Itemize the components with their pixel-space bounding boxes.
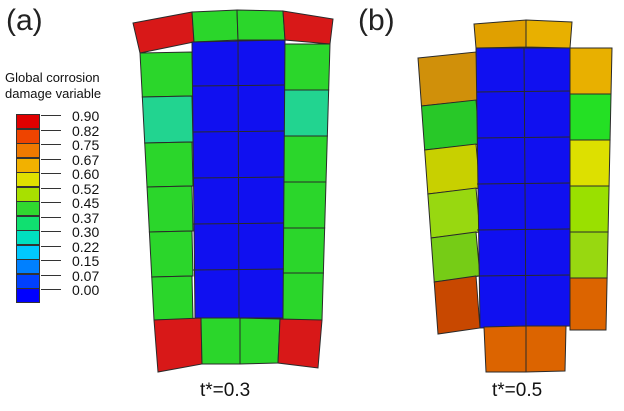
element-right — [569, 139, 611, 187]
element-left — [427, 187, 481, 239]
element-top — [473, 19, 527, 49]
legend-level-label: 0.15 — [72, 253, 100, 269]
element-right — [282, 272, 324, 321]
element-corner — [153, 317, 203, 373]
mesh-line — [476, 182, 571, 185]
legend-tick — [41, 202, 61, 203]
element-core — [475, 47, 571, 329]
element-left — [430, 231, 481, 283]
legend-level-label: 0.30 — [72, 224, 100, 240]
legend-tick — [41, 187, 61, 189]
element-top — [236, 9, 286, 41]
legend-tick — [41, 245, 61, 247]
legend-level-label: 0.37 — [72, 209, 100, 226]
legend-tick — [41, 289, 61, 290]
element-bottom — [200, 317, 241, 365]
legend-level-label: 0.00 — [72, 282, 100, 298]
legend-tick — [41, 115, 61, 116]
panel-a-label: (a) — [6, 4, 43, 37]
element-right — [569, 47, 613, 95]
element-corner — [277, 318, 323, 369]
legend-level-label: 0.45 — [72, 195, 100, 211]
legend-tick — [41, 274, 61, 276]
element-left — [144, 141, 194, 188]
legend-level-label: 0.90 — [72, 108, 100, 124]
legend-title-line1: Global corrosion — [5, 70, 100, 85]
element-bottom — [239, 317, 281, 365]
caption-a: t*=0.3 — [200, 380, 251, 401]
legend-level-label: 0.22 — [72, 238, 100, 255]
element-bottom — [483, 325, 527, 373]
legend-swatch — [16, 288, 40, 303]
legend-level-label: 0.60 — [72, 166, 100, 182]
mesh-b — [417, 19, 613, 373]
element-right — [569, 93, 612, 141]
legend-tick — [41, 129, 61, 131]
element-left — [146, 185, 194, 233]
element-right — [569, 277, 608, 331]
panel-b-label: (b) — [358, 4, 395, 37]
element-right — [282, 89, 330, 137]
element-left — [148, 230, 194, 278]
element-top — [191, 9, 239, 43]
mesh-line — [476, 274, 571, 277]
element-left — [139, 51, 194, 98]
element-bottom — [525, 325, 567, 373]
element-corner — [132, 11, 195, 54]
element-left — [417, 51, 481, 107]
element-right — [569, 185, 610, 233]
color-legend: 0.90 0.82 0.75 0.67 0.60 0.52 0.45 0.37 0.30 0.22… — [16, 109, 126, 304]
legend-tick — [41, 144, 61, 145]
element-left — [424, 143, 481, 195]
mesh-a — [132, 9, 334, 373]
legend-level-label: 0.67 — [72, 151, 100, 168]
element-left — [141, 95, 194, 144]
element-corner — [282, 10, 334, 45]
legend-level-label: 0.82 — [72, 122, 100, 139]
legend-tick — [41, 158, 61, 160]
mesh-line — [476, 90, 571, 93]
element-right — [282, 181, 327, 229]
element-top — [525, 19, 573, 49]
mesh-line — [523, 46, 527, 328]
mesh-line — [476, 136, 571, 139]
legend-tick — [41, 260, 61, 261]
caption-b: t*=0.5 — [492, 380, 543, 401]
element-right — [282, 135, 328, 183]
mesh-line — [237, 39, 240, 319]
legend-level-label: 0.52 — [72, 180, 100, 197]
legend-title: Global corrosion damage variable — [5, 70, 101, 102]
legend-level-label: 0.75 — [72, 137, 100, 153]
element-left — [420, 99, 481, 151]
mesh-line — [476, 228, 571, 231]
legend-tick — [41, 216, 61, 218]
element-right — [569, 231, 609, 279]
legend-tick — [41, 173, 61, 174]
legend-tick — [41, 231, 61, 232]
element-left — [433, 275, 481, 335]
legend-level-label: 0.07 — [72, 267, 100, 284]
element-left — [151, 275, 194, 321]
element-right — [282, 227, 326, 274]
element-right — [282, 43, 331, 91]
legend-title-line2: damage variable — [5, 86, 102, 101]
